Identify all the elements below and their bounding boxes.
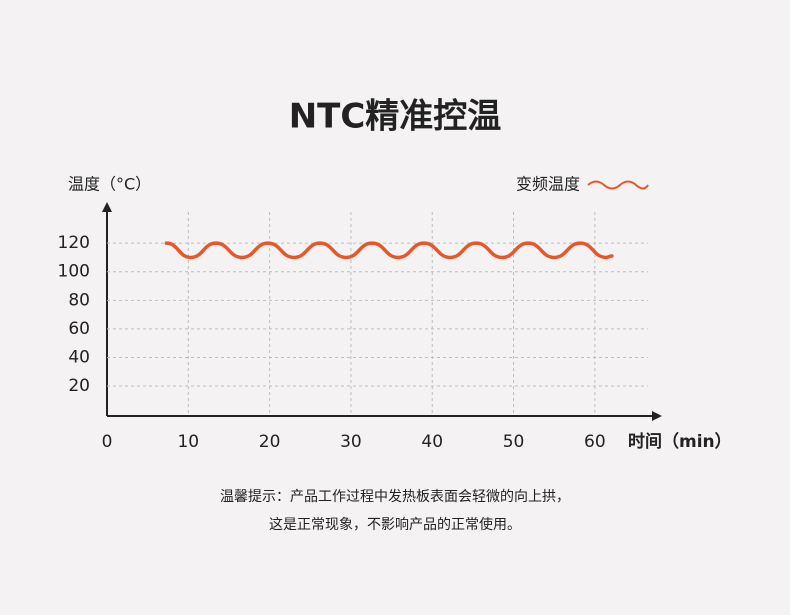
note: 这是正常现象，不影响产品的正常使用。: [269, 516, 521, 533]
y-axis-label: 温度（°C）: [68, 175, 151, 194]
y-tick-label: 80: [68, 290, 90, 310]
x-axis-label: 时间（min）: [628, 431, 732, 452]
x-tick-label: 40: [421, 432, 443, 452]
y-tick-label: 120: [58, 233, 90, 253]
y-tick-label: 100: [58, 262, 90, 282]
note: 温馨提示：产品工作过程中发热板表面会轻微的向上拱，: [220, 489, 570, 505]
y-tick-label: 60: [68, 319, 90, 339]
y-tick-label: 40: [68, 347, 90, 367]
line: [164, 241, 614, 260]
x-tick-label: 30: [340, 432, 362, 452]
x-tick-label: 60: [584, 432, 606, 452]
legend-icon: [587, 180, 649, 190]
chart-title: NTC精准控温: [289, 97, 502, 137]
legend-label: 变频温度: [516, 175, 580, 194]
x-tick-label: 0: [102, 432, 113, 452]
x-tick-label: 10: [177, 432, 199, 452]
y-tick-label: 20: [68, 376, 90, 396]
x-tick-label: 20: [259, 432, 281, 452]
x-axis-arrow: [652, 411, 662, 421]
x-tick-label: 50: [503, 432, 525, 452]
y-axis-arrow: [102, 202, 112, 212]
